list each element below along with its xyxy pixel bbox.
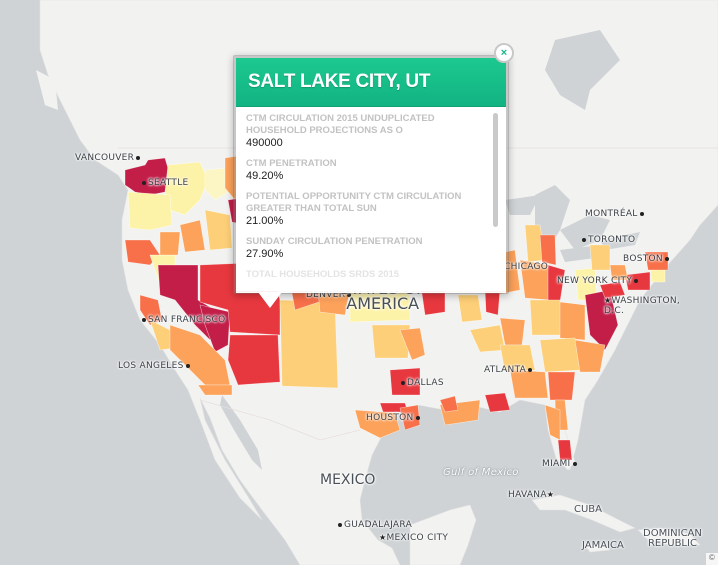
region-popup: SALT LAKE CITY, UT CTM CIRCULATION 2015 … bbox=[233, 55, 509, 308]
city-label-boston: BOSTON bbox=[623, 254, 671, 264]
field-label: CTM PENETRATION bbox=[246, 158, 337, 169]
city-label-toronto: TORONTO bbox=[580, 235, 635, 245]
popup-field: CTM PENETRATION 49.20% bbox=[246, 158, 486, 183]
city-dot-icon bbox=[415, 415, 420, 420]
copyright-icon: © bbox=[709, 553, 715, 562]
country-label-mexico: MEXICO bbox=[320, 472, 376, 488]
country-label-cuba: CUBA bbox=[574, 504, 603, 515]
city-dot-icon bbox=[347, 292, 352, 297]
country-label-jamaica: JAMAICA bbox=[582, 540, 624, 551]
popup-fade-overlay bbox=[236, 275, 506, 293]
city-label-washington-dc: ★WASHINGTON, D.C. bbox=[604, 296, 681, 316]
city-label-denver: DENVER bbox=[306, 290, 353, 300]
city-dot-icon bbox=[528, 367, 533, 372]
city-dot-icon bbox=[142, 317, 146, 322]
city-label-dallas: DALLAS bbox=[399, 378, 444, 388]
city-label-chicago: CHICAGO bbox=[504, 262, 549, 272]
capital-star-icon: ★ bbox=[546, 490, 555, 499]
city-label-havana: HAVANA★ bbox=[508, 490, 555, 500]
city-dot-icon bbox=[185, 363, 190, 368]
field-label: POTENTIAL OPPORTUNITY CTM CIRCULATION GR… bbox=[246, 191, 462, 214]
city-dot-icon bbox=[136, 155, 141, 160]
city-label-seattle: SEATTLE bbox=[140, 178, 189, 188]
city-dot-icon bbox=[338, 522, 342, 527]
water-label-gulf-of-mexico: Gulf of Mexico bbox=[443, 467, 519, 478]
city-dot-icon bbox=[142, 180, 146, 185]
close-icon: × bbox=[500, 46, 508, 59]
city-dot-icon bbox=[634, 278, 639, 283]
city-dot-icon bbox=[582, 237, 586, 242]
field-label: TOTAL HOUSEHOLDS SRDS 2015 bbox=[246, 269, 486, 281]
city-label-houston: HOUSTON bbox=[366, 413, 422, 423]
attribution-button[interactable]: © bbox=[706, 553, 718, 565]
city-dot-icon bbox=[401, 380, 405, 385]
city-label-los-angeles: LOS ANGELES bbox=[118, 361, 192, 371]
city-dot-icon bbox=[639, 211, 644, 216]
popup-field: TOTAL HOUSEHOLDS SRDS 2015 bbox=[246, 269, 486, 281]
popup-field: SUNDAY CIRCULATION PENETRATION 27.90% bbox=[246, 236, 486, 261]
country-label-dominican-republic: DOMINICAN REPUBLIC bbox=[643, 528, 702, 549]
field-value: 49.20% bbox=[246, 170, 284, 182]
popup-tip bbox=[258, 292, 282, 308]
capital-star-icon: ★ bbox=[604, 296, 612, 305]
city-dot-icon bbox=[664, 256, 669, 261]
popup-close-button[interactable]: × bbox=[494, 43, 514, 63]
popup-header: SALT LAKE CITY, UT bbox=[236, 58, 506, 107]
capital-star-icon: ★ bbox=[379, 533, 387, 542]
city-label-vancouver: VANCOUVER bbox=[75, 153, 142, 163]
city-label-miami: MIAMI bbox=[542, 459, 579, 469]
field-value: 490000 bbox=[246, 137, 283, 149]
popup-body[interactable]: CTM CIRCULATION 2015 UNDUPLICATED HOUSEH… bbox=[236, 107, 506, 293]
field-label: SUNDAY CIRCULATION PENETRATION bbox=[246, 236, 423, 247]
city-label-new-york-city: NEW YORK CITY bbox=[557, 276, 640, 286]
field-label: CTM CIRCULATION 2015 UNDUPLICATED HOUSEH… bbox=[246, 113, 435, 136]
popup-field: POTENTIAL OPPORTUNITY CTM CIRCULATION GR… bbox=[246, 191, 486, 228]
popup-scrollbar[interactable] bbox=[493, 113, 498, 227]
city-dot-icon bbox=[572, 461, 577, 466]
field-value: 27.90% bbox=[246, 248, 284, 260]
city-label-montreal: MONTRÉAL bbox=[585, 209, 646, 219]
city-label-atlanta: ATLANTA bbox=[484, 365, 534, 375]
field-value: 21.00% bbox=[246, 215, 284, 227]
city-label-san-francisco: SAN FRANCISCO bbox=[140, 315, 226, 325]
city-label-mexico-city: ★MEXICO CITY bbox=[379, 533, 449, 543]
city-label-guadalajara: GUADALAJARA bbox=[336, 520, 412, 530]
popup-field: CTM CIRCULATION 2015 UNDUPLICATED HOUSEH… bbox=[246, 113, 486, 150]
popup-title: SALT LAKE CITY, UT bbox=[248, 71, 431, 92]
